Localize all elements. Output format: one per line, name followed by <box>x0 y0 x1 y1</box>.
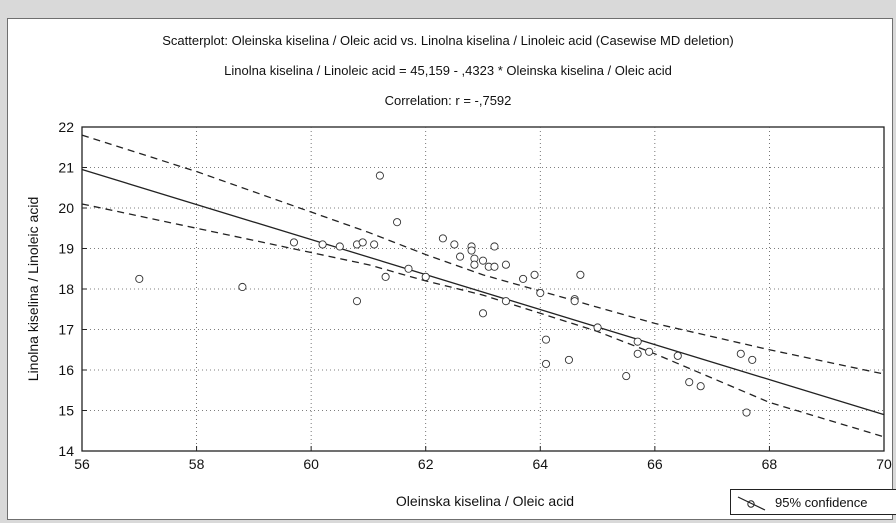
x-tick-label: 56 <box>74 456 90 472</box>
data-point <box>530 270 539 279</box>
data-point <box>490 262 499 271</box>
data-point <box>135 274 144 283</box>
data-point <box>645 347 654 356</box>
chart-title: Scatterplot: Oleinska kiselina / Oleic a… <box>162 33 734 48</box>
y-tick-label: 18 <box>58 281 74 297</box>
x-tick-label: 64 <box>532 456 548 472</box>
data-point <box>438 234 447 243</box>
data-point <box>421 272 430 281</box>
data-point <box>622 372 631 381</box>
data-point <box>450 240 459 249</box>
data-point <box>742 408 751 417</box>
data-point <box>352 297 362 306</box>
y-tick-label: 22 <box>58 119 74 135</box>
x-tick-label: 58 <box>189 456 205 472</box>
data-point <box>736 349 745 358</box>
data-point <box>673 351 682 360</box>
data-point <box>685 378 694 387</box>
legend-symbol <box>737 496 766 511</box>
y-tick-label: 15 <box>58 403 74 419</box>
data-point <box>519 274 528 283</box>
data-point <box>335 242 344 251</box>
data-point <box>696 382 705 391</box>
upper-confidence-line <box>81 134 885 375</box>
data-point <box>370 240 379 249</box>
y-tick-label: 17 <box>58 322 74 338</box>
data-point <box>564 355 573 364</box>
data-point <box>570 297 579 306</box>
data-point <box>501 297 510 306</box>
data-point <box>490 242 499 251</box>
data-point <box>470 260 479 269</box>
data-point <box>633 337 642 346</box>
data-point <box>633 349 642 358</box>
y-tick-label: 19 <box>58 241 74 257</box>
y-tick-label: 21 <box>58 160 74 176</box>
data-point <box>576 270 585 279</box>
data-point <box>404 264 413 273</box>
x-tick-label: 68 <box>762 456 778 472</box>
data-point <box>393 218 402 227</box>
x-tick-label: 62 <box>418 456 434 472</box>
y-tick-label: 20 <box>58 200 74 216</box>
x-axis-label: Oleinska kiselina / Oleic acid <box>396 493 574 509</box>
y-tick-label: 16 <box>58 362 74 378</box>
data-point <box>358 238 367 247</box>
data-point <box>478 256 488 265</box>
regression-line <box>81 168 885 416</box>
data-point <box>381 272 390 281</box>
data-point <box>501 260 510 269</box>
x-tick-label: 70 <box>876 456 892 472</box>
y-tick-label: 14 <box>58 443 74 459</box>
data-point <box>289 238 299 247</box>
data-point <box>318 240 327 249</box>
lower-confidence-line <box>81 203 885 438</box>
data-point <box>541 335 551 344</box>
data-point <box>536 288 545 298</box>
regression-equation: Linolna kiselina / Linoleic acid = 45,15… <box>224 63 672 78</box>
data-point <box>467 246 476 255</box>
data-point <box>375 171 384 180</box>
x-tick-label: 60 <box>303 456 319 472</box>
data-point <box>456 252 465 261</box>
correlation-label: Correlation: r = -,7592 <box>384 93 512 108</box>
data-point <box>478 309 488 318</box>
legend: 95% confidence <box>730 489 896 515</box>
data-point <box>541 359 551 368</box>
x-tick-label: 66 <box>647 456 663 472</box>
data-point <box>593 323 602 332</box>
y-axis-label: Linolna kiselina / Linoleic acid <box>25 197 41 381</box>
data-point <box>238 282 247 292</box>
data-point <box>748 355 757 364</box>
legend-label: 95% confidence <box>775 495 868 510</box>
